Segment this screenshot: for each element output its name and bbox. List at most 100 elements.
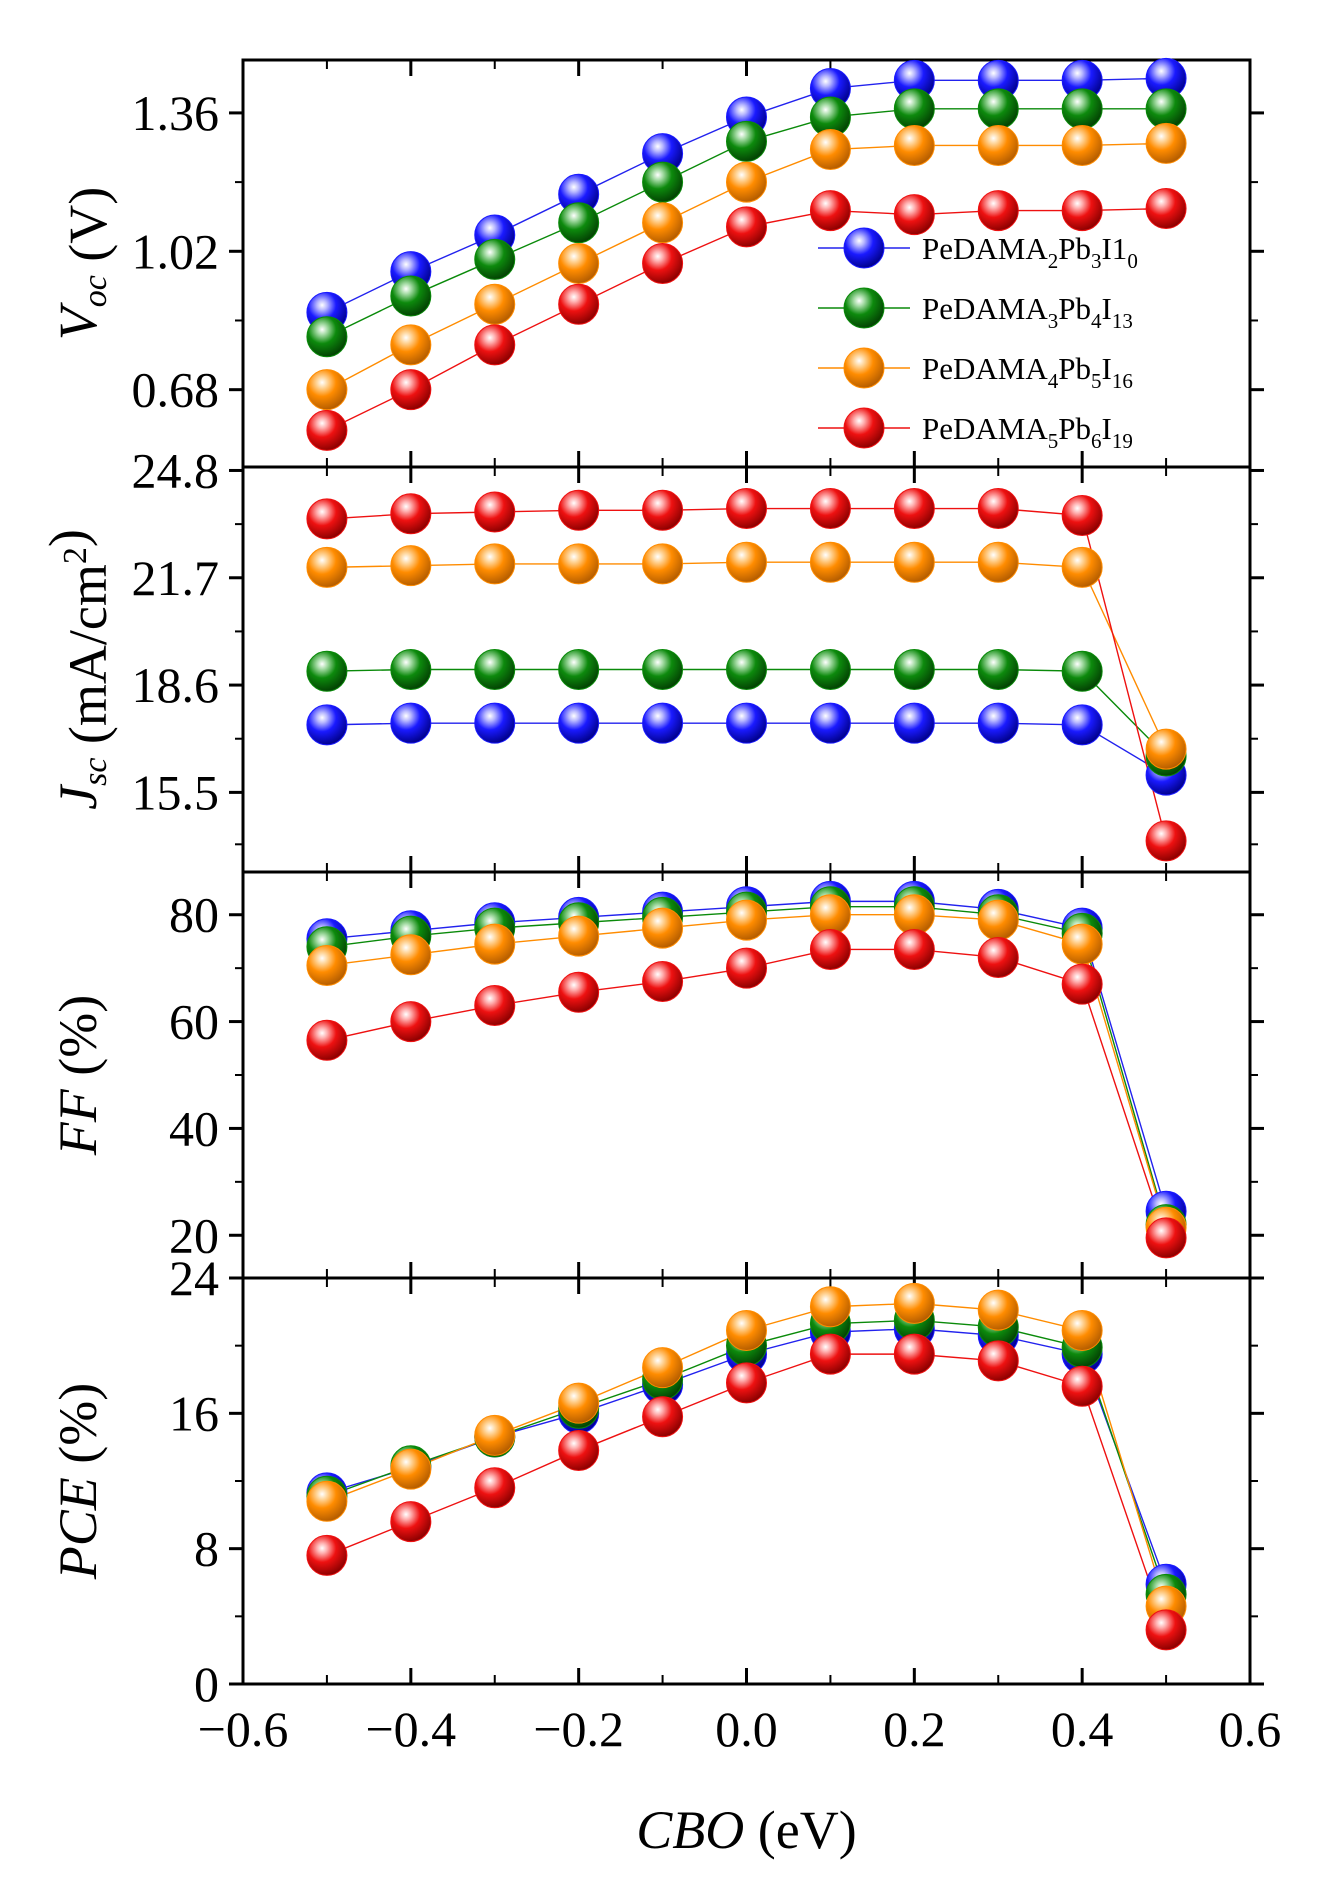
data-point-pce-s3 [642, 1347, 684, 1389]
y-axis-label-voc: Voc (V) [48, 187, 118, 341]
data-point-jsc-s3 [390, 545, 432, 587]
data-point-ff-s3 [893, 894, 935, 936]
data-point-jsc-s2 [809, 649, 851, 690]
legend-entry-2: PeDAMA3Pb4I13 [922, 291, 1133, 333]
data-point-ff-s4 [1145, 1217, 1187, 1259]
legend-marker [843, 347, 885, 389]
data-point-voc-s2 [726, 120, 767, 162]
data-point-jsc-s1 [558, 702, 600, 744]
data-point-pce-s3 [474, 1414, 516, 1456]
data-point-voc-s3 [390, 324, 432, 366]
data-point-ff-s4 [1061, 963, 1103, 1005]
data-point-jsc-s1 [726, 702, 767, 744]
data-point-voc-s4 [1061, 190, 1103, 232]
data-point-jsc-s4 [809, 488, 851, 530]
data-point-jsc-s4 [893, 488, 935, 530]
data-point-ff-s4 [558, 971, 600, 1013]
legend-marker [843, 407, 885, 449]
data-point-ff-s3 [726, 899, 767, 941]
x-axis-label: CBO (eV) [636, 1800, 856, 1860]
y-tick-label: 24 [169, 1250, 219, 1306]
data-point-jsc-s3 [474, 543, 516, 585]
data-point-voc-s3 [1145, 122, 1187, 164]
x-tick-label: −0.6 [198, 1701, 289, 1757]
data-point-ff-s4 [977, 936, 1019, 978]
data-point-jsc-s2 [306, 650, 348, 692]
data-point-pce-s4 [1061, 1365, 1103, 1407]
data-point-voc-s3 [809, 129, 851, 171]
data-point-voc-s3 [893, 124, 935, 166]
data-point-jsc-s4 [306, 498, 348, 540]
data-point-voc-s3 [642, 202, 684, 244]
y-tick-label: 40 [169, 1100, 219, 1156]
data-point-jsc-s2 [893, 649, 935, 690]
x-tick-label: 0.2 [883, 1701, 946, 1757]
data-point-voc-s2 [977, 88, 1019, 130]
data-point-voc-s4 [390, 369, 432, 411]
data-point-ff-s4 [726, 947, 767, 989]
data-point-jsc-s4 [558, 489, 600, 531]
data-point-jsc-s4 [1061, 494, 1103, 536]
legend-entry-3: PeDAMA4Pb5I16 [922, 351, 1133, 393]
data-point-jsc-s3 [558, 543, 600, 585]
data-point-voc-s4 [809, 190, 851, 232]
data-point-ff-s3 [474, 923, 516, 965]
y-axis-label-pce: PCE (%) [48, 1383, 108, 1580]
data-point-jsc-s2 [642, 649, 684, 690]
data-point-pce-s3 [558, 1382, 600, 1424]
data-point-pce-s4 [1145, 1609, 1187, 1651]
data-point-voc-s3 [1061, 124, 1103, 166]
data-point-ff-s4 [306, 1019, 348, 1061]
legend-marker [843, 287, 885, 329]
y-tick-label: 80 [169, 887, 219, 943]
data-point-ff-s4 [474, 985, 516, 1027]
data-point-jsc-s1 [474, 702, 516, 744]
data-point-jsc-s3 [893, 541, 935, 583]
data-point-voc-s2 [558, 202, 600, 244]
data-point-pce-s4 [306, 1534, 348, 1576]
legend-marker [843, 227, 885, 269]
data-point-ff-s3 [306, 944, 348, 986]
y-tick-label: 60 [169, 994, 219, 1050]
series-line-ff-4 [326, 948, 1167, 1239]
data-point-ff-s4 [893, 928, 935, 970]
data-point-jsc-s2 [1061, 650, 1103, 692]
data-point-jsc-s4 [1145, 820, 1187, 862]
x-tick-label: −0.4 [365, 1701, 456, 1757]
y-tick-label: 20 [169, 1207, 219, 1263]
data-point-jsc-s1 [977, 702, 1019, 744]
data-point-voc-s3 [306, 369, 348, 411]
data-point-jsc-s1 [1061, 704, 1103, 746]
data-point-voc-s3 [726, 161, 767, 203]
data-point-voc-s4 [1145, 188, 1187, 230]
y-tick-label: 0 [194, 1656, 219, 1712]
data-point-voc-s4 [558, 283, 600, 325]
data-point-jsc-s2 [726, 649, 767, 690]
data-point-pce-s4 [809, 1333, 851, 1375]
data-point-ff-s3 [809, 894, 851, 936]
data-point-voc-s4 [306, 409, 348, 451]
data-point-pce-s4 [893, 1333, 935, 1375]
legend-entry-4: PeDAMA5Pb6I19 [922, 411, 1133, 453]
data-point-voc-s2 [893, 88, 935, 130]
legend-entry-1: PeDAMA2Pb3I10 [922, 231, 1138, 273]
data-point-pce-s3 [390, 1448, 432, 1490]
y-tick-label: 15.5 [132, 764, 220, 820]
panel-ff: 20 40 60 80 FF (%) [48, 870, 1264, 1280]
data-point-jsc-s1 [893, 702, 935, 744]
data-point-voc-s2 [642, 161, 684, 203]
data-point-ff-s4 [390, 1001, 432, 1043]
data-point-pce-s4 [558, 1430, 600, 1472]
data-point-jsc-s4 [474, 491, 516, 533]
data-point-jsc-s3 [809, 541, 851, 583]
data-point-jsc-s3 [726, 541, 767, 583]
data-point-jsc-s2 [474, 649, 516, 690]
data-point-ff-s4 [809, 928, 851, 970]
data-point-pce-s4 [474, 1467, 516, 1509]
data-point-voc-s2 [390, 275, 432, 317]
y-tick-label: 1.36 [132, 85, 220, 141]
x-tick-label: 0.4 [1051, 1701, 1114, 1757]
panel-pce: 0 8 16 24 PCE (%) [48, 1250, 1264, 1712]
